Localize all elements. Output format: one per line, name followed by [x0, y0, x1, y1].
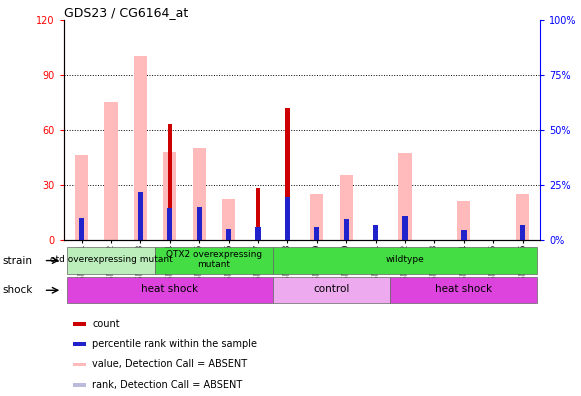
Bar [461, 230, 467, 240]
Bar [343, 219, 349, 240]
Bar [403, 216, 408, 240]
Text: OTX2 overexpressing
mutant: OTX2 overexpressing mutant [166, 250, 262, 269]
Bar [256, 188, 260, 240]
Bar [226, 228, 231, 240]
Bar [272, 277, 390, 303]
Bar [192, 148, 206, 240]
Text: wildtype: wildtype [386, 255, 425, 264]
Text: count: count [92, 319, 120, 329]
Bar [373, 225, 378, 240]
Bar [73, 383, 87, 387]
Bar [399, 154, 412, 240]
Bar [67, 277, 272, 303]
Bar [256, 227, 261, 240]
Bar [272, 247, 537, 274]
Text: heat shock: heat shock [141, 284, 198, 295]
Bar [105, 102, 117, 240]
Text: percentile rank within the sample: percentile rank within the sample [92, 339, 257, 349]
Text: strain: strain [3, 255, 33, 266]
Bar [516, 194, 529, 240]
Bar [390, 277, 537, 303]
Bar [134, 56, 147, 240]
Bar [73, 342, 87, 346]
Bar [520, 225, 525, 240]
Bar [285, 198, 290, 240]
Bar [256, 227, 261, 240]
Bar [285, 198, 290, 240]
Bar [155, 247, 272, 274]
Bar [373, 225, 378, 240]
Bar [73, 322, 87, 326]
Text: rank, Detection Call = ABSENT: rank, Detection Call = ABSENT [92, 380, 242, 390]
Bar [196, 207, 202, 240]
Bar [343, 219, 349, 240]
Bar [138, 192, 143, 240]
Text: value, Detection Call = ABSENT: value, Detection Call = ABSENT [92, 360, 248, 369]
Bar [457, 201, 471, 240]
Bar [75, 155, 88, 240]
Bar [138, 192, 143, 240]
Bar [285, 108, 289, 240]
Bar [163, 152, 177, 240]
Text: shock: shock [3, 285, 33, 295]
Text: otd overexpressing mutant: otd overexpressing mutant [49, 255, 173, 264]
Bar [196, 207, 202, 240]
Bar [167, 208, 173, 240]
Bar [340, 175, 353, 240]
Bar [403, 216, 408, 240]
Bar [461, 230, 467, 240]
Bar [314, 227, 320, 240]
Bar [79, 217, 84, 240]
Bar [79, 217, 84, 240]
Bar [167, 124, 172, 240]
Text: control: control [313, 284, 350, 295]
Bar [310, 194, 324, 240]
Bar [67, 247, 155, 274]
Bar [222, 199, 235, 240]
Text: GDS23 / CG6164_at: GDS23 / CG6164_at [64, 6, 188, 19]
Bar [520, 225, 525, 240]
Bar [226, 228, 231, 240]
Bar [314, 227, 320, 240]
Bar [73, 363, 87, 366]
Text: heat shock: heat shock [435, 284, 493, 295]
